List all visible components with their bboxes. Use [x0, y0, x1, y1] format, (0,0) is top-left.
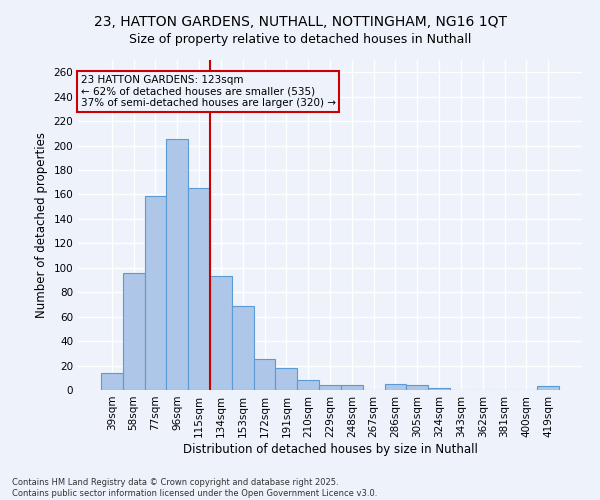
- X-axis label: Distribution of detached houses by size in Nuthall: Distribution of detached houses by size …: [182, 442, 478, 456]
- Bar: [188, 188, 210, 390]
- Bar: [537, 386, 559, 390]
- Bar: [145, 196, 166, 390]
- Text: Contains HM Land Registry data © Crown copyright and database right 2025.
Contai: Contains HM Land Registry data © Crown c…: [12, 478, 377, 498]
- Bar: [166, 140, 188, 390]
- Bar: [406, 385, 428, 390]
- Bar: [101, 373, 123, 390]
- Bar: [275, 368, 297, 390]
- Bar: [341, 385, 363, 390]
- Y-axis label: Number of detached properties: Number of detached properties: [35, 132, 48, 318]
- Text: 23, HATTON GARDENS, NUTHALL, NOTTINGHAM, NG16 1QT: 23, HATTON GARDENS, NUTHALL, NOTTINGHAM,…: [94, 15, 506, 29]
- Bar: [385, 384, 406, 390]
- Bar: [428, 388, 450, 390]
- Text: 23 HATTON GARDENS: 123sqm
← 62% of detached houses are smaller (535)
37% of semi: 23 HATTON GARDENS: 123sqm ← 62% of detac…: [80, 75, 335, 108]
- Bar: [210, 276, 232, 390]
- Bar: [254, 360, 275, 390]
- Text: Size of property relative to detached houses in Nuthall: Size of property relative to detached ho…: [129, 32, 471, 46]
- Bar: [297, 380, 319, 390]
- Bar: [232, 306, 254, 390]
- Bar: [123, 272, 145, 390]
- Bar: [319, 385, 341, 390]
